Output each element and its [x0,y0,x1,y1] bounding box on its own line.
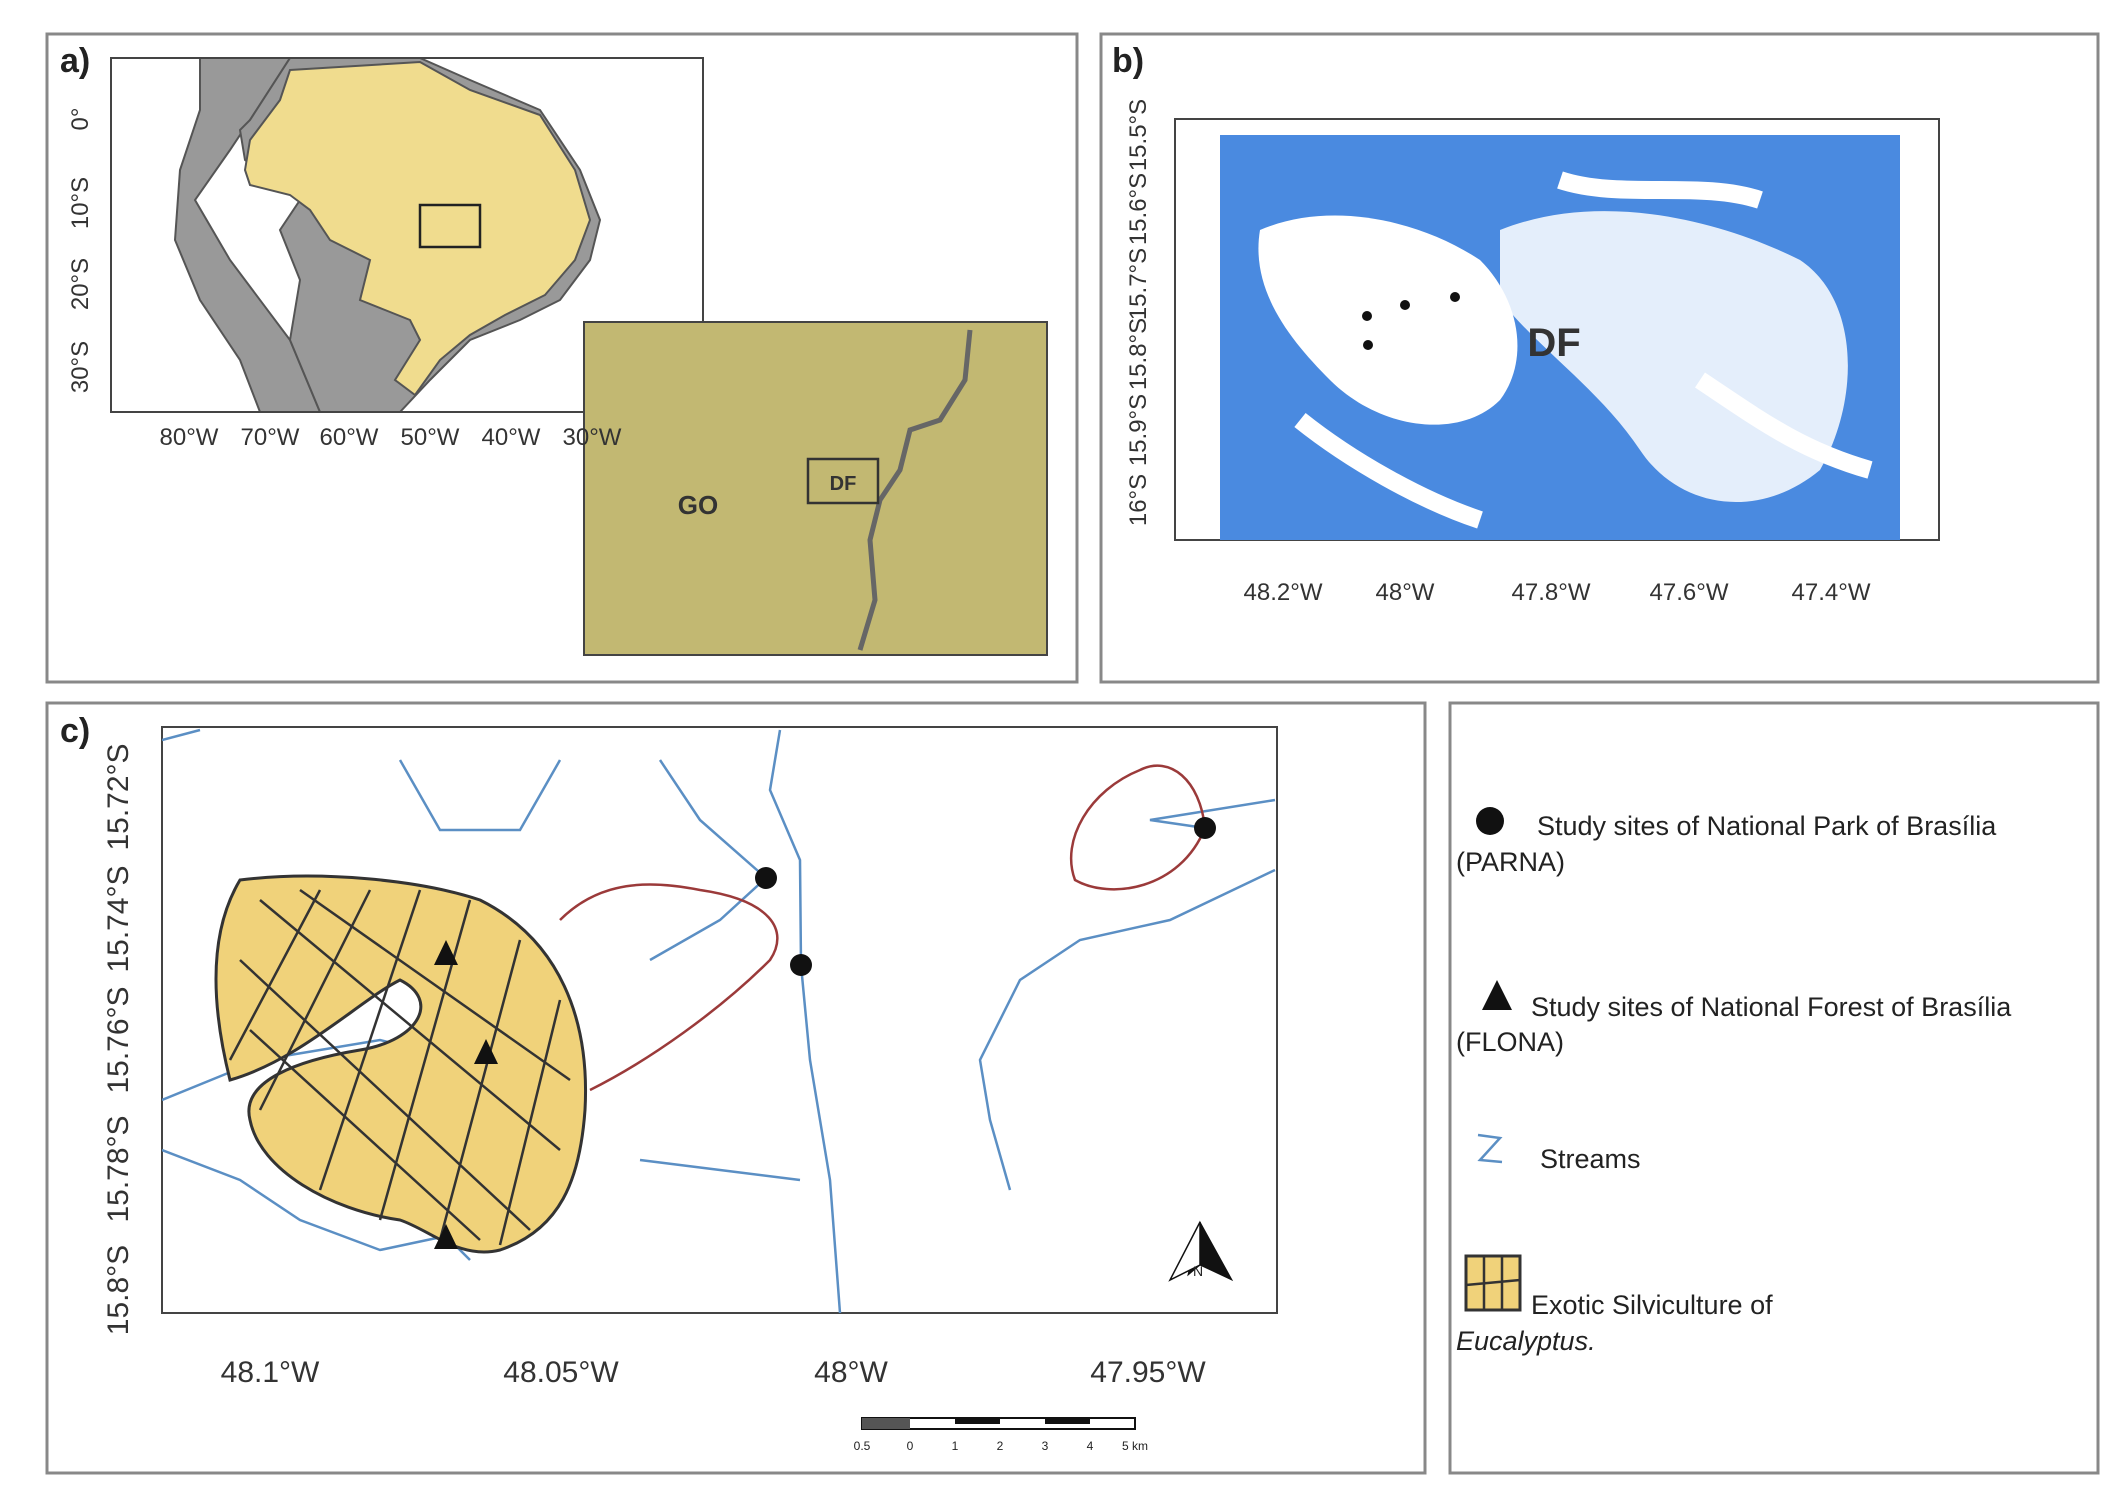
lon-tick-label: 70°W [241,424,300,451]
map-frame [110,57,704,413]
lat-tick-label: 15.5°S [1125,99,1152,171]
lon-tick-label: 47.4°W [1792,579,1871,606]
lon-tick-label: 47.95°W [1090,1356,1206,1389]
lon-tick-label: 47.6°W [1650,579,1729,606]
site [1363,340,1373,350]
inset-label: GO [678,490,718,520]
panel-label: b) [1112,42,1144,80]
lat-tick-label: 15.8°S [102,1245,135,1335]
lat-tick-label: 20°S [67,258,94,310]
df-box [806,457,880,505]
urban-area [1258,215,1518,425]
scale-label: 4 [1087,1439,1094,1453]
legend-label: (FLONA) [1456,1027,1564,1057]
north-label: N [1193,1263,1203,1279]
site [1362,311,1372,321]
inset-label: DF [830,473,857,495]
lat-tick-label: 15.72°S [102,743,135,850]
lon-tick-label: 48°W [814,1356,888,1389]
legend-label: Study sites of National Park of Brasília [1537,811,1997,841]
panel-label: c) [60,712,90,750]
lon-tick-label: 48°W [1376,579,1435,606]
lon-tick-label: 50°W [401,424,460,451]
scale-label: 1 [952,1439,959,1453]
scale-bar-segment [955,1418,1000,1424]
parna-site [790,954,812,976]
stream [639,1158,801,1182]
parna-site [755,867,777,889]
legend-box [1448,701,2100,1475]
lon-tick-label: 48.2°W [1244,579,1323,606]
stream [162,728,201,742]
lon-tick-label: 80°W [160,424,219,451]
lat-tick-label: 16°S [1125,474,1152,526]
boundary [559,883,779,1092]
flona-site [474,1039,498,1064]
stream [978,868,1276,1191]
lon-tick-label: 40°W [482,424,541,451]
legend-label: Streams [1540,1144,1641,1174]
inset-map [583,321,1048,656]
legend-label: Eucalyptus. [1456,1326,1596,1356]
lat-tick-label: 15.9°S [1125,394,1152,466]
site [1450,292,1460,302]
border-line [857,329,973,651]
scale-label: 0 [907,1439,914,1453]
lat-tick-label: 0° [67,108,94,131]
map-frame [161,726,1278,1314]
map-a [110,57,1048,656]
north-arrow [1168,1221,1201,1282]
stream [1149,798,1276,830]
site [1400,300,1410,310]
lon-tick-label: 48.05°W [503,1356,619,1389]
scale-label: 0.5 [854,1439,871,1453]
scale-bar [861,1417,1136,1430]
lat-tick-label: 15.8°S [1125,318,1152,390]
land-area [1294,171,1873,529]
legend-stream-icon [1477,1133,1503,1164]
legend [1464,807,1522,1312]
lon-tick-label: 30°W [563,424,622,451]
region-label: DF [1527,321,1580,365]
stream [398,759,562,832]
lat-tick-label: 15.74°S [102,865,135,972]
parna-site [1194,817,1216,839]
map-b [1174,118,1940,541]
lon-tick-label: 48.1°W [221,1356,320,1389]
eucalyptus-plots [228,888,571,1246]
lat-tick-label: 15.78°S [102,1115,135,1222]
legend-label: Exotic Silviculture of [1531,1290,1773,1320]
scale-label: 3 [1042,1439,1049,1453]
flona-site [434,940,458,965]
study-area-box [418,203,482,249]
lat-tick-label: 15.7°S [1125,248,1152,320]
legend-parna-icon [1476,807,1504,835]
map-c [161,726,1278,1430]
lat-tick-label: 15.6°S [1125,173,1152,245]
legend-label: (PARNA) [1456,847,1565,877]
brazil [243,60,592,397]
scale-label: 5 km [1122,1439,1148,1453]
lat-tick-label: 30°S [67,341,94,393]
legend-eucalyptus-icon [1465,1256,1521,1310]
lat-tick-label: 10°S [67,177,94,229]
legend-flona-icon [1482,980,1512,1010]
scale-label: 2 [997,1439,1004,1453]
panel-label: a) [60,42,90,80]
lon-tick-label: 60°W [320,424,379,451]
legend-label: Study sites of National Forest of Brasíl… [1531,992,2012,1022]
boundary [1069,764,1207,891]
flona-site [434,1224,458,1249]
lat-tick-label: 15.76°S [102,986,135,1093]
scale-bar-segment [862,1418,910,1429]
scale-bar-segment [1045,1418,1090,1424]
lon-tick-label: 47.8°W [1512,579,1591,606]
eucalyptus-area [214,874,588,1254]
